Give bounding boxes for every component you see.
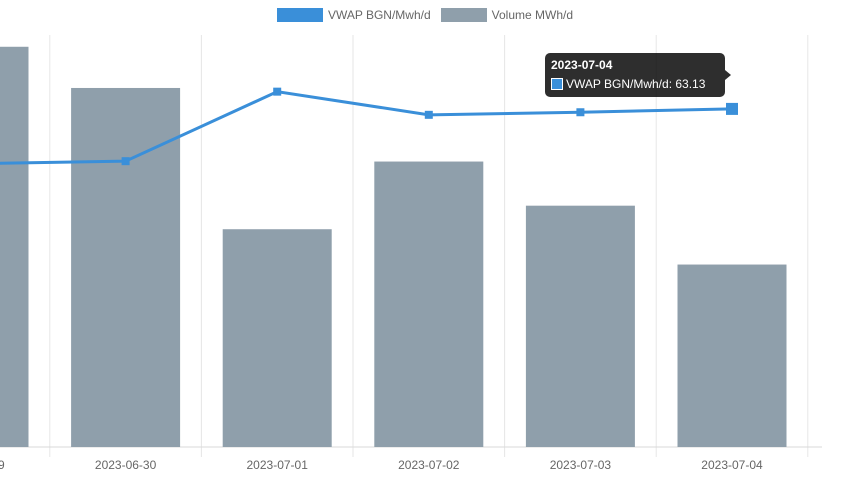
legend-label-vwap: VWAP BGN/Mwh/d <box>327 8 431 22</box>
point-vwap-2023-07-03 <box>576 108 585 117</box>
x-tick-label: 2023-07-02 <box>398 458 460 472</box>
x-tick-label: 2023-07-01 <box>247 458 309 472</box>
legend-swatch-volume <box>440 8 487 22</box>
point-vwap-2023-06-30 <box>121 157 130 166</box>
tooltip-label: VWAP BGN/Mwh/d: 63.13 <box>566 77 706 91</box>
legend-item-vwap[interactable]: VWAP BGN/Mwh/d <box>276 8 431 22</box>
x-tick-label: 2023-07-04 <box>701 458 763 472</box>
chart-tooltip: 2023-07-04 VWAP BGN/Mwh/d: 63.13 <box>545 53 725 97</box>
bar-volume-2023-07-02 <box>374 161 484 448</box>
legend-swatch-vwap <box>276 8 323 22</box>
legend-label-volume: Volume MWh/d <box>491 8 574 22</box>
x-tick-label: 2023-06-30 <box>95 458 157 472</box>
x-tick-label: 2023-07-03 <box>550 458 612 472</box>
tooltip-title: 2023-07-04 <box>551 58 613 72</box>
bar-volume-2023-06-29 <box>0 46 29 448</box>
tooltip-caret <box>725 70 731 80</box>
point-vwap-2023-07-01 <box>273 87 282 96</box>
bar-volume-2023-07-03 <box>525 205 635 447</box>
line-vwap <box>0 90 733 165</box>
tooltip-swatch <box>551 78 563 90</box>
chart-legend: VWAP BGN/Mwh/d Volume MWh/d <box>0 8 850 22</box>
x-tick-label: 2023-06-29 <box>0 458 5 472</box>
bar-volume-2023-07-01 <box>222 229 332 447</box>
legend-item-volume[interactable]: Volume MWh/d <box>440 8 574 22</box>
bar-volume-2023-06-30 <box>71 87 181 447</box>
point-vwap-2023-07-04 <box>726 102 738 115</box>
bar-volume-2023-07-04 <box>677 264 787 447</box>
tooltip-line: VWAP BGN/Mwh/d: 63.13 <box>551 77 705 91</box>
point-vwap-2023-07-02 <box>424 110 433 119</box>
